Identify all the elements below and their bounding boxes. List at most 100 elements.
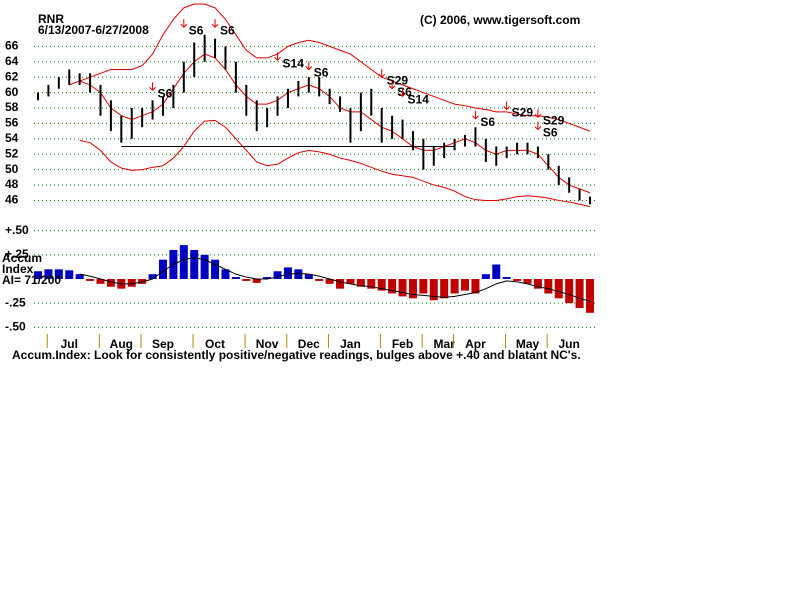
signal-arrow — [534, 109, 542, 118]
accum-bar — [86, 279, 95, 281]
accum-bar — [231, 277, 240, 279]
accum-bar — [408, 279, 417, 299]
signal-arrow — [180, 19, 188, 28]
signal-arrow — [472, 110, 479, 120]
signal-label: S6 — [480, 115, 495, 129]
accum-bar — [346, 279, 355, 284]
accum-bar — [304, 274, 313, 279]
accum-bar — [502, 277, 511, 279]
signal-label: S29 — [543, 113, 565, 127]
accum-bar — [565, 279, 574, 304]
y-tick-label: 66 — [5, 39, 19, 53]
x-tick-label: Dec — [298, 337, 320, 351]
accum-bar — [242, 279, 251, 281]
x-tick-label: Nov — [256, 337, 279, 351]
y-tick-label: 58 — [5, 100, 19, 114]
x-tick-label: Mar — [434, 337, 456, 351]
accum-bar — [190, 250, 199, 279]
y-tick-label: +.50 — [5, 223, 29, 237]
accum-bar — [461, 279, 470, 291]
accum-title: Accum — [2, 251, 42, 265]
accum-bar — [127, 279, 136, 287]
accum-bar — [200, 254, 209, 279]
accum-bar — [398, 279, 407, 297]
accum-bar — [148, 274, 157, 279]
accum-bar — [481, 274, 490, 279]
y-tick-label: +.25 — [5, 247, 29, 261]
accum-bar — [523, 279, 532, 284]
signal-arrow — [378, 69, 386, 78]
y-tick-label: 52 — [5, 146, 19, 160]
signal-label: S6 — [543, 126, 558, 140]
x-tick-label: Jun — [558, 337, 579, 351]
accum-bar — [283, 267, 292, 279]
accum-bar — [513, 279, 522, 281]
accum-bar — [492, 264, 501, 279]
accum-bar — [34, 271, 42, 279]
signal-arrow — [534, 121, 542, 131]
accum-bar — [356, 279, 365, 287]
accum-bar — [429, 279, 438, 301]
accum-bar — [450, 279, 459, 294]
x-tick-label: Oct — [205, 337, 225, 351]
accum-bar — [158, 259, 167, 279]
accum-bar — [106, 279, 115, 287]
accum-bar — [315, 279, 324, 281]
accum-bar — [179, 245, 188, 279]
y-tick-label: -.25 — [5, 295, 26, 309]
y-tick-label: 46 — [5, 193, 19, 207]
accum-bar — [440, 279, 449, 299]
accum-bar — [294, 269, 303, 279]
accum-moving-average — [79, 257, 591, 302]
date-range: 6/13/2007-6/27/2008 — [38, 23, 149, 37]
signal-label: S14 — [408, 93, 430, 107]
y-tick-label: 56 — [5, 116, 19, 130]
accum-bar — [325, 279, 334, 284]
accum-bar — [75, 274, 84, 279]
y-tick-label: -.50 — [5, 320, 26, 334]
accum-bar — [367, 279, 376, 289]
moving-average — [69, 53, 591, 194]
accum-bar — [96, 279, 105, 284]
y-tick-label: 60 — [5, 85, 19, 99]
x-tick-label: May — [516, 337, 540, 351]
accum-bar — [586, 279, 594, 313]
signal-arrow — [274, 52, 281, 61]
accum-title: Index — [2, 262, 34, 276]
copyright: (C) 2006, www.tigersoft.com — [420, 13, 580, 27]
signal-label: S6 — [189, 23, 204, 37]
accum-bar — [54, 269, 63, 279]
y-tick-label: 50 — [5, 162, 19, 176]
accum-bar — [575, 279, 584, 308]
x-tick-label: Jul — [61, 337, 78, 351]
accum-bar — [471, 279, 480, 294]
accum-bar — [544, 279, 553, 294]
accum-bar — [211, 259, 220, 279]
footnote: Accum.Index: Look for consistently posit… — [12, 348, 581, 362]
signal-arrow — [211, 19, 219, 28]
signal-label: S29 — [512, 106, 534, 120]
lower-band — [79, 119, 591, 208]
y-tick-label: 48 — [5, 177, 19, 191]
signal-label: S14 — [283, 56, 305, 70]
symbol: RNR — [38, 12, 64, 26]
signal-label: S6 — [314, 66, 329, 80]
accum-bar — [252, 279, 261, 283]
x-tick-label: Aug — [110, 337, 133, 351]
accum-bar — [388, 279, 397, 294]
ai-label: AI= 71/200 — [2, 273, 61, 287]
x-tick-label: Sep — [152, 337, 174, 351]
accum-bar — [44, 269, 53, 279]
upper-band — [79, 3, 591, 132]
signal-arrow — [399, 88, 406, 98]
signal-arrow — [149, 82, 156, 91]
signal-label: S6 — [220, 23, 235, 37]
x-tick-label: Feb — [392, 337, 413, 351]
accum-bar — [377, 279, 386, 291]
accum-bar — [336, 279, 345, 289]
accum-bar — [273, 271, 282, 279]
accum-bar — [554, 279, 563, 299]
y-tick-label: 62 — [5, 69, 19, 83]
x-tick-label: Jan — [340, 337, 361, 351]
